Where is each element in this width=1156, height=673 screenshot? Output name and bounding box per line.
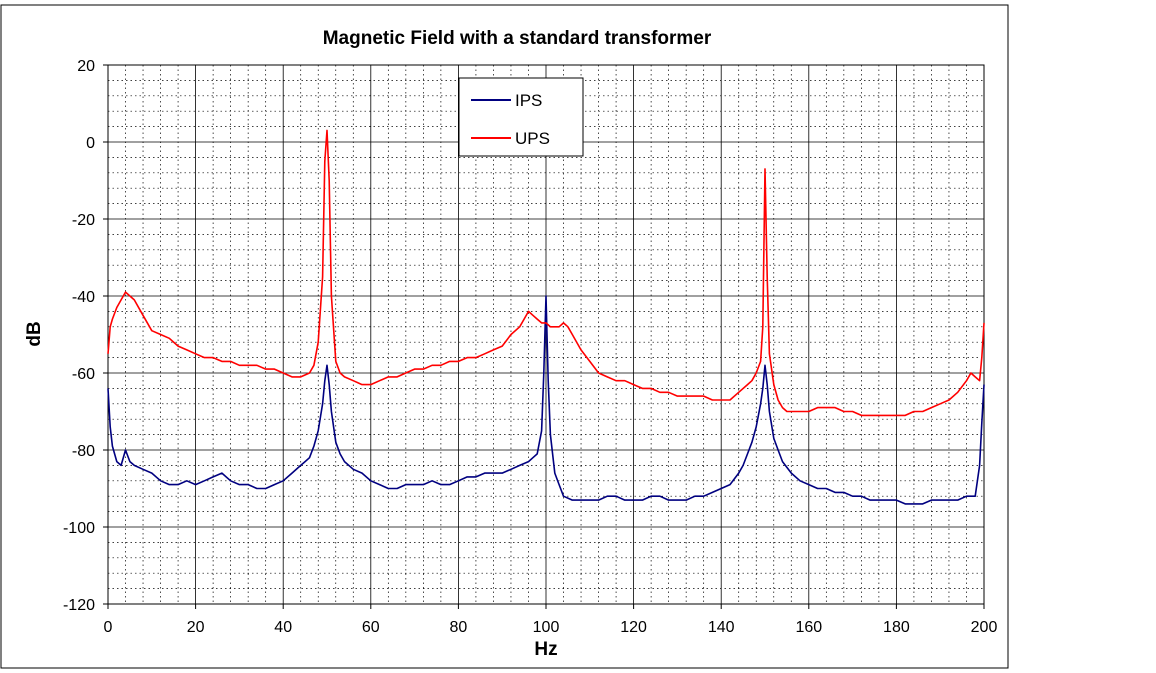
- legend-label-ips: IPS: [515, 91, 542, 110]
- x-tick-label: 180: [883, 619, 910, 636]
- legend-label-ups: UPS: [515, 129, 550, 148]
- chart-title: Magnetic Field with a standard transform…: [323, 28, 712, 49]
- y-tick-labels: 20 0 -20 -40 -60 -80 -100 -120: [63, 58, 95, 614]
- x-tick-label: 40: [274, 619, 292, 636]
- legend-box: [458, 77, 584, 157]
- x-tick-label: 0: [104, 619, 113, 636]
- x-tick-label: 120: [620, 619, 647, 636]
- x-tick-label: 160: [795, 619, 822, 636]
- y-tick-label: -100: [63, 520, 95, 537]
- y-tick-label: -120: [63, 597, 95, 614]
- axis-ticks: [103, 64, 985, 609]
- y-tick-label: -20: [72, 212, 95, 229]
- y-tick-label: 20: [77, 58, 95, 75]
- y-axis-title: dB: [24, 321, 45, 346]
- x-tick-labels: 0 20 40 60 80 100 120 140 160 180 200: [104, 619, 998, 636]
- x-tick-label: 140: [708, 619, 735, 636]
- x-tick-label: 60: [362, 619, 380, 636]
- series-layer: [107, 129, 985, 505]
- x-tick-label: 100: [533, 619, 560, 636]
- x-tick-label: 20: [187, 619, 205, 636]
- series-line-ups: [107, 129, 985, 417]
- legend: IPS UPS: [458, 77, 584, 157]
- y-tick-label: -80: [72, 443, 95, 460]
- x-tick-label: 200: [971, 619, 998, 636]
- y-tick-label: -60: [72, 366, 95, 383]
- y-tick-label: -40: [72, 289, 95, 306]
- y-tick-label: 0: [86, 135, 95, 152]
- series-line-ips: [107, 295, 985, 505]
- x-tick-label: 80: [450, 619, 468, 636]
- x-axis-title: Hz: [534, 639, 557, 660]
